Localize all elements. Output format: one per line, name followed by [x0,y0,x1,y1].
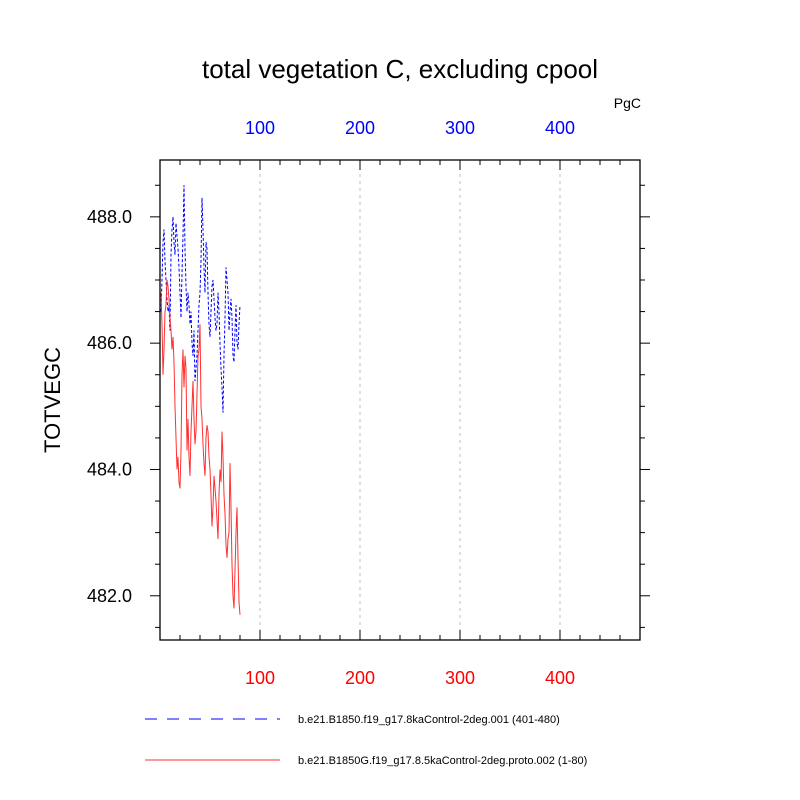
x-tick-label-bottom: 300 [445,668,475,688]
x-tick-label-top: 400 [545,118,575,138]
legend-label-red: b.e21.B1850G.f19_g17.8.5kaControl-2deg.p… [298,755,587,767]
axis-ticks [150,160,650,640]
x-tick-label-bottom: 400 [545,668,575,688]
x-tick-label-bottom: 200 [345,668,375,688]
legend: b.e21.B1850.f19_g17.8kaControl-2deg.001 … [145,714,587,767]
x-tick-label-top: 100 [245,118,275,138]
legend-label-blue: b.e21.B1850.f19_g17.8kaControl-2deg.001 … [298,714,560,726]
y-tick-labels: 482.0 484.0 486.0 488.0 [87,207,132,606]
series-line-1 [160,279,241,615]
y-tick-label: 488.0 [87,207,132,227]
units-label: PgC [614,95,641,111]
chart-title: total vegetation C, excluding cpool [202,54,598,84]
x-tick-label-bottom: 100 [245,668,275,688]
x-tick-labels-top: 100 200 300 400 [245,118,575,138]
series-layer [160,185,241,615]
grid [259,160,561,640]
y-axis-label: TOTVEGC [40,347,65,453]
x-tick-label-top: 300 [445,118,475,138]
x-tick-label-top: 200 [345,118,375,138]
y-tick-label: 486.0 [87,333,132,353]
series-line-0 [160,185,241,413]
x-tick-labels-bottom: 100 200 300 400 [245,668,575,688]
y-tick-label: 484.0 [87,459,132,479]
y-tick-label: 482.0 [87,586,132,606]
